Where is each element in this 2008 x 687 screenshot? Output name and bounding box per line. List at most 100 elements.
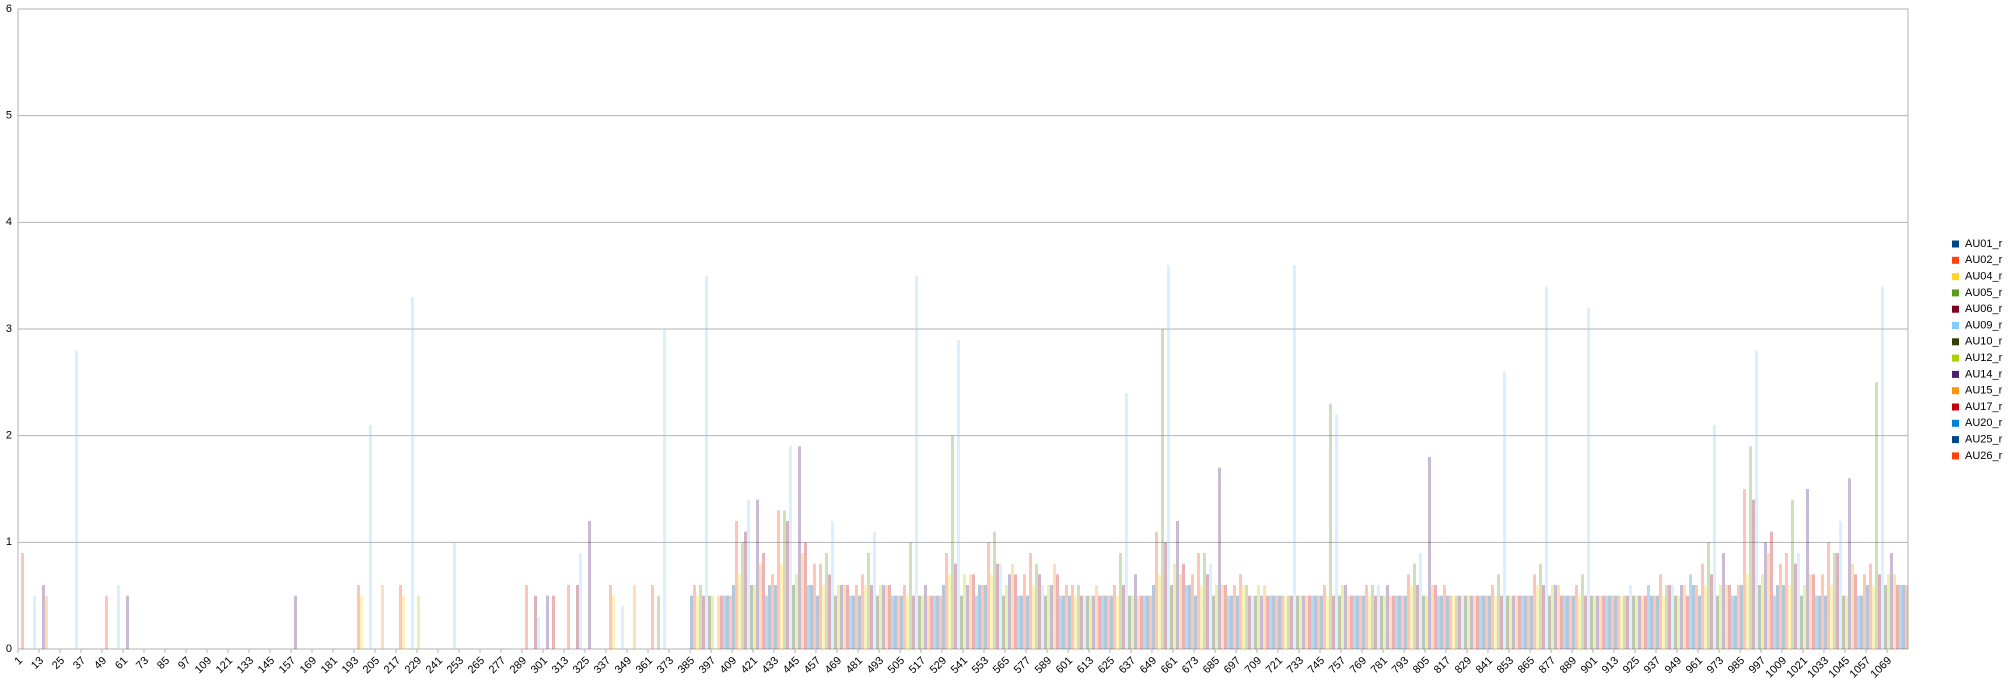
bar [1650,595,1653,649]
bar [1473,595,1476,649]
bar [1545,286,1548,649]
bar [1371,585,1374,649]
bar [975,595,978,649]
legend-swatch [1952,403,1959,411]
legend-swatch [1952,273,1959,281]
bar [579,553,582,649]
bar [42,585,45,649]
bar [1455,595,1458,649]
bar [1335,414,1338,649]
bar [702,595,705,649]
bar [1401,595,1404,649]
bar [852,595,855,649]
bar [1086,595,1089,649]
bar [1866,585,1869,649]
bar [1014,574,1017,649]
bar [1773,595,1776,649]
bar [912,595,915,649]
bar [1425,595,1428,649]
x-tick-label: 685 [1201,655,1222,676]
x-tick-label: 865 [1516,655,1537,676]
bar [126,595,129,649]
bar [717,595,720,649]
bar [1287,595,1290,649]
bar [1377,585,1380,649]
bar [735,521,738,649]
bar [1155,531,1158,649]
legend-label: AU26_r [1965,450,2003,462]
bar [1593,595,1596,649]
bar [1173,563,1176,649]
legend-swatch [1952,354,1959,362]
x-tick-label: 757 [1327,655,1348,676]
x-tick-label: 841 [1474,655,1495,676]
bar [828,574,831,649]
bar [1101,595,1104,649]
x-tick-label: 25 [50,655,67,672]
bar [1380,595,1383,649]
bar [936,595,939,649]
bar [1353,595,1356,649]
x-tick-label: 973 [1705,655,1726,676]
bar [1143,595,1146,649]
bar [1122,585,1125,649]
x-tick-label: 625 [1096,655,1117,676]
bar [1071,585,1074,649]
x-tick-label: 457 [802,655,823,676]
x-tick-label: 877 [1537,655,1558,676]
legend-label: AU20_r [1965,417,2003,429]
bar [1713,425,1716,649]
bar [1743,489,1746,649]
bar [1653,595,1656,649]
bar [756,499,759,649]
bar [621,606,624,649]
bar [1809,574,1812,649]
x-tick-label: 697 [1222,655,1243,676]
bar [885,585,888,649]
bar [1218,467,1221,649]
bar [1644,595,1647,649]
bar [1749,446,1752,649]
bar [1758,585,1761,649]
bar [1149,595,1152,649]
bar [1731,595,1734,649]
bar [1305,595,1308,649]
bar [1170,585,1173,649]
bar [972,574,975,649]
x-tick-label: 289 [508,655,529,676]
bar [1470,595,1473,649]
bar [1638,595,1641,649]
bar [1467,595,1470,649]
x-tick-label: 649 [1138,655,1159,676]
bar [1827,542,1830,649]
bar [1830,585,1833,649]
bar [1863,574,1866,649]
bar [1092,595,1095,649]
bar [1881,286,1884,649]
bar [879,585,882,649]
bar [411,297,414,649]
bar [732,585,735,649]
bar [1296,595,1299,649]
bar [1533,574,1536,649]
x-tick-label: 229 [403,655,424,676]
bar [1575,585,1578,649]
bar [969,574,972,649]
x-tick-label: 373 [655,655,676,676]
bar [1677,595,1680,649]
bar [567,585,570,649]
bar [1770,531,1773,649]
bar [747,499,750,649]
bar [612,595,615,649]
bar [1113,585,1116,649]
bar [1659,574,1662,649]
x-tick-label: 1033 [1805,655,1831,681]
bar [1527,595,1530,649]
bar [861,574,864,649]
legend-label: AU09_r [1965,319,2003,331]
bar [1464,595,1467,649]
bar [1668,585,1671,649]
bar [1602,595,1605,649]
bar [696,595,699,649]
bar [1482,595,1485,649]
